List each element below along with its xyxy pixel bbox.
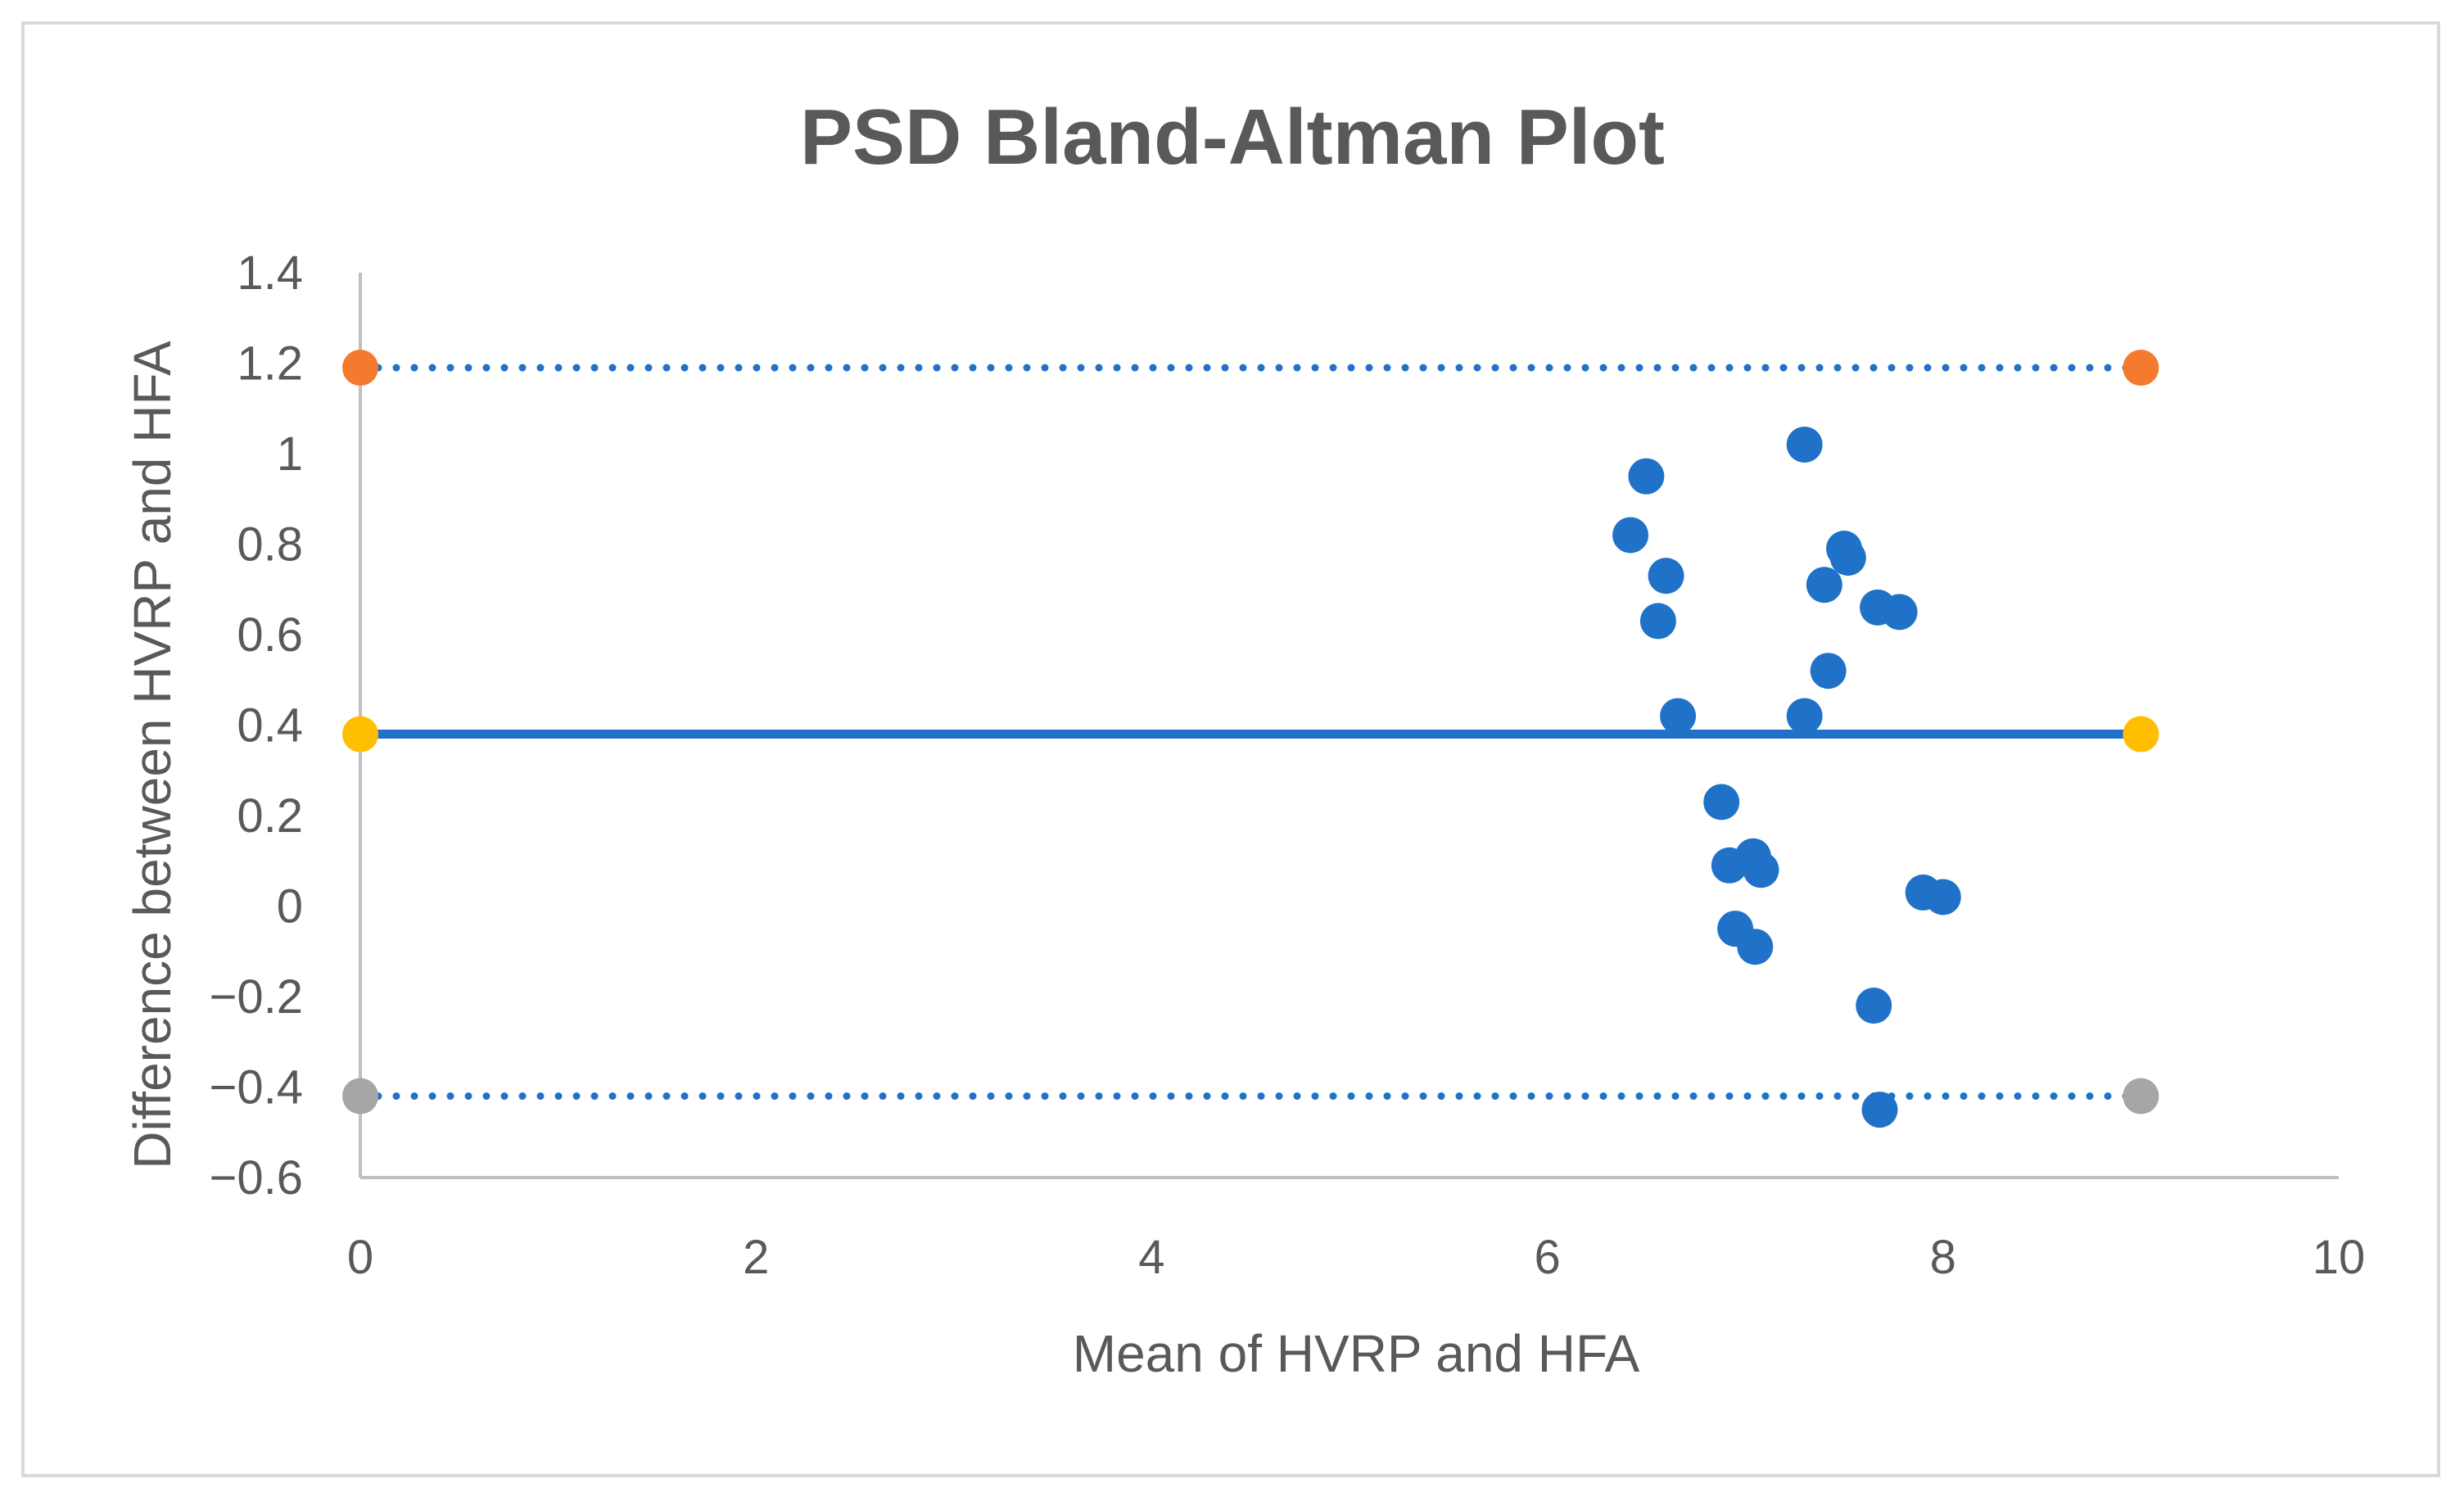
- x-tick-label: 8: [1930, 1231, 1956, 1284]
- data-point: [1648, 558, 1684, 595]
- data-point: [1786, 426, 1823, 463]
- data-point: [1881, 594, 1918, 631]
- data-point: [1612, 517, 1649, 554]
- x-tick-label: 4: [1138, 1231, 1164, 1284]
- upper-limit-marker: [2123, 350, 2159, 387]
- y-tick-label: 0.2: [237, 789, 303, 843]
- chart-frame: [21, 21, 2440, 1477]
- y-tick-label: 0.4: [237, 699, 303, 753]
- y-tick-label: −0.6: [210, 1151, 304, 1205]
- x-tick-label: 2: [743, 1231, 769, 1284]
- y-tick-labels: 1.4 1.2 1 0.8 0.6 0.4 0.2 0 −0.2 −0.4 −0.6: [210, 246, 304, 1205]
- x-tick-labels: 0 2 4 6 8 10: [347, 1231, 2365, 1284]
- data-point: [1806, 567, 1842, 604]
- mean-difference-marker: [2123, 716, 2159, 753]
- data-point: [1786, 698, 1823, 735]
- y-tick-label: −0.2: [210, 970, 304, 1024]
- x-tick-label: 0: [347, 1231, 373, 1284]
- x-tick-label: 6: [1534, 1231, 1560, 1284]
- axes: [359, 273, 2339, 1179]
- y-tick-label: 1.2: [237, 337, 303, 391]
- data-point: [1810, 653, 1847, 689]
- data-point: [1861, 1092, 1898, 1128]
- data-points: [1612, 426, 1961, 1128]
- mean-difference-marker: [342, 716, 378, 753]
- x-axis-label: Mean of HVRP and HFA: [1073, 1324, 1640, 1383]
- data-point: [1628, 458, 1665, 495]
- data-point: [1829, 540, 1866, 576]
- data-point: [1737, 929, 1774, 965]
- y-tick-label: 1: [277, 427, 303, 481]
- chart-title: PSD Bland-Altman Plot: [800, 93, 1665, 181]
- data-point: [1703, 784, 1740, 821]
- data-point: [1743, 852, 1779, 888]
- y-tick-label: 0.6: [237, 608, 303, 662]
- x-tick-label: 10: [2313, 1231, 2366, 1284]
- y-tick-label: 0.8: [237, 518, 303, 572]
- lower-limit-marker: [342, 1078, 378, 1114]
- data-point: [1924, 879, 1961, 916]
- reference-lines: [342, 350, 2159, 1114]
- y-tick-label: 1.4: [237, 246, 303, 300]
- y-axis-label: Difference between HVRP and HFA: [123, 341, 182, 1169]
- upper-limit-marker: [342, 350, 378, 387]
- lower-limit-marker: [2123, 1078, 2159, 1114]
- data-point: [1856, 988, 1892, 1024]
- y-tick-label: 0: [277, 880, 303, 934]
- data-point: [1639, 603, 1676, 640]
- y-tick-label: −0.4: [210, 1061, 304, 1114]
- data-point: [1660, 698, 1697, 735]
